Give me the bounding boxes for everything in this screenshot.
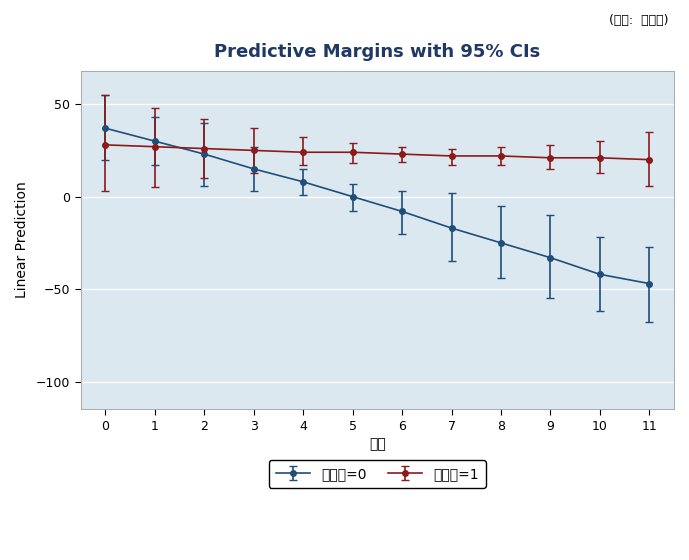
Text: (단위:  퍼센트): (단위: 퍼센트) (609, 14, 668, 27)
X-axis label: 크기: 크기 (369, 437, 386, 451)
Y-axis label: Linear Prediction: Linear Prediction (15, 182, 29, 298)
Title: Predictive Margins with 95% CIs: Predictive Margins with 95% CIs (214, 43, 540, 61)
Legend: 그룹사=0, 그룹사=1: 그룹사=0, 그룹사=1 (269, 460, 486, 488)
